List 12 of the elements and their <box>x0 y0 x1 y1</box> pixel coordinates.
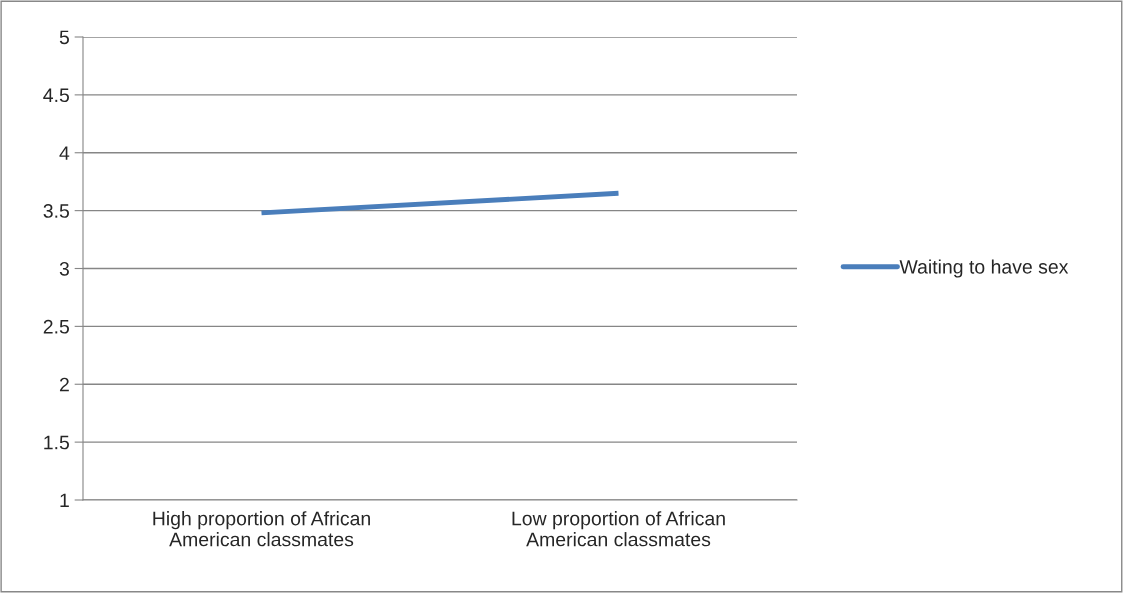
x-tick-label: High proportion of African American classmates <box>153 511 370 547</box>
x-tick-label: Low proportion of African American classmates <box>512 511 725 547</box>
y-tick-label: 2.5 <box>43 319 69 334</box>
y-tick-label: 4 <box>59 146 70 160</box>
y-tick-label: 3.5 <box>43 204 69 218</box>
y-tick-label: 4.5 <box>43 88 69 103</box>
y-tick-label: 2 <box>59 377 69 392</box>
y-tick-label: 5 <box>59 30 69 45</box>
y-tick-label: 3 <box>59 261 69 276</box>
legend-label: Waiting to have sex <box>899 259 1069 278</box>
y-tick-label: 1.5 <box>44 435 69 450</box>
y-tick-label: 1 <box>60 493 69 508</box>
